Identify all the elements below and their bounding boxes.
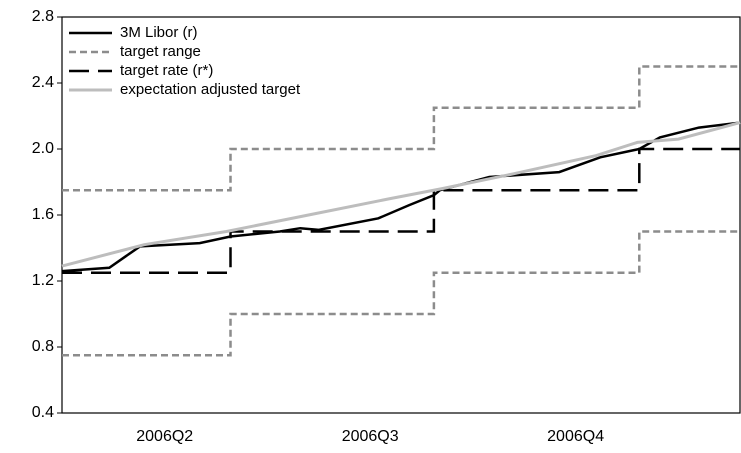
x-tick-label: 2006Q3 [342, 428, 399, 445]
y-tick-label: 2.8 [32, 8, 54, 25]
y-tick-label: 0.8 [32, 338, 54, 355]
y-tick-label: 2.4 [32, 74, 54, 91]
series-line [62, 147, 740, 275]
y-tick-label: 0.4 [32, 404, 54, 421]
y-tick-label: 1.6 [32, 206, 54, 223]
x-tick-label: 2006Q4 [547, 428, 604, 445]
series-line [61, 121, 741, 268]
legend-label: expectation adjusted target [120, 81, 301, 98]
y-tick-label: 1.2 [32, 272, 54, 289]
legend-label: target rate (r*) [120, 62, 213, 79]
series-line [61, 121, 741, 273]
legend-label: target range [120, 43, 201, 60]
series-line [62, 65, 740, 192]
legend-label: 3M Libor (r) [120, 24, 198, 41]
y-tick-label: 2.0 [32, 140, 54, 157]
series-line [62, 230, 740, 357]
x-tick-label: 2006Q2 [136, 428, 193, 445]
